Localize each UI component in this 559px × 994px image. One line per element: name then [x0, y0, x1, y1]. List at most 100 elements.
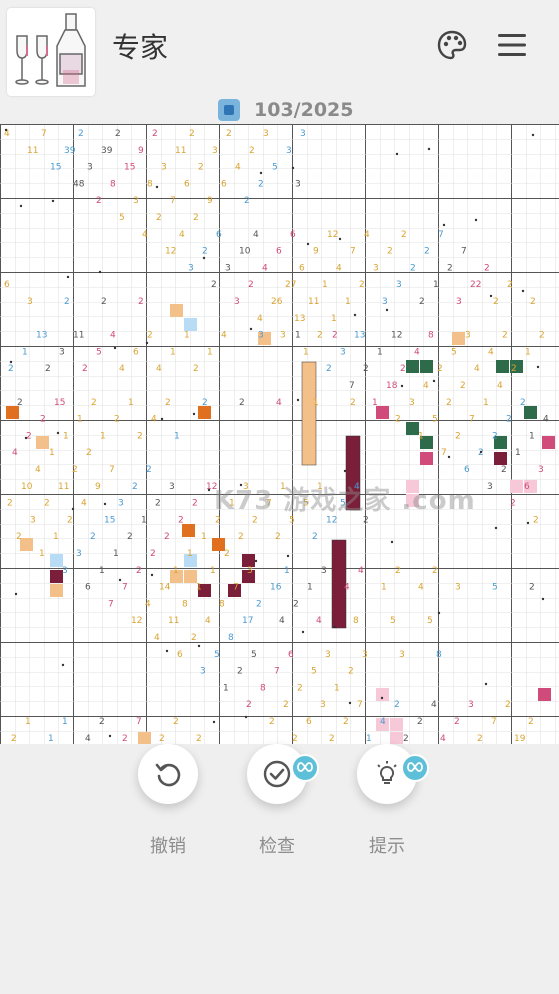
undo-button[interactable]	[138, 744, 198, 804]
clue-number: 2	[432, 566, 438, 576]
clue-number: 4	[344, 583, 350, 593]
clue-number: 9	[138, 146, 144, 156]
filled-cell	[182, 524, 195, 537]
cross-marker	[103, 502, 107, 506]
clue-number: 2	[178, 515, 184, 525]
clue-number: 2	[401, 230, 407, 240]
clue-number: 2	[152, 129, 158, 139]
clue-number: 3	[487, 482, 493, 492]
clue-number: 4	[253, 230, 259, 240]
clue-number: 4	[81, 499, 87, 509]
clue-number: 2	[275, 532, 281, 542]
page-title: 专家	[112, 31, 169, 64]
clue-number: 2	[269, 717, 275, 727]
puzzle-thumbnail[interactable]	[7, 8, 95, 96]
clue-number: 2	[136, 566, 142, 576]
clue-number: 2	[78, 129, 84, 139]
clue-number: 2	[132, 482, 138, 492]
clue-number: 2	[155, 499, 161, 509]
clue-number: 2	[239, 398, 245, 408]
filled-cell	[406, 494, 419, 507]
cross-marker	[296, 398, 300, 402]
clue-number: 5	[451, 347, 457, 357]
clue-number: 11	[175, 146, 186, 156]
filled-cell	[170, 304, 183, 317]
clue-number: 5	[303, 499, 309, 509]
clue-number: 3	[409, 398, 415, 408]
clue-number: 1	[39, 549, 45, 559]
clue-number: 2	[7, 499, 13, 509]
clue-number: 5	[427, 616, 433, 626]
cross-marker	[385, 308, 389, 312]
clue-number: 2	[293, 599, 299, 609]
cross-marker	[380, 696, 384, 700]
filled-cell	[538, 688, 551, 701]
clue-number: 6	[85, 583, 91, 593]
clue-number: 4	[316, 616, 322, 626]
clue-number: 8	[353, 616, 359, 626]
clue-number: 4	[364, 230, 370, 240]
clue-number: 2	[122, 734, 128, 744]
clue-number: 2	[72, 465, 78, 475]
filled-cell	[170, 570, 183, 583]
clue-number: 2	[502, 331, 508, 341]
clue-number: 2	[493, 297, 499, 307]
clue-number: 2	[283, 700, 289, 710]
clue-number: 2	[417, 717, 423, 727]
cross-marker	[333, 625, 337, 629]
clue-number: 2	[147, 331, 153, 341]
cross-marker	[192, 412, 196, 416]
clue-number: 8	[260, 683, 266, 693]
clue-number: 2	[193, 364, 199, 374]
menu-icon[interactable]	[497, 32, 527, 58]
cross-marker	[244, 715, 248, 719]
filled-run-bar	[345, 435, 361, 511]
clue-number: 48	[73, 179, 85, 189]
nonogram-board[interactable]: 4 7 2 2 2 2 2 3 3 11 39 39 9 11 3 2 3 15 3 15 3 2 4 5 48 8 8 6 6 2 3 2 3…	[0, 124, 559, 744]
clue-number: 2	[164, 532, 170, 542]
check-button[interactable]	[247, 744, 307, 804]
filled-cell	[376, 688, 389, 701]
clue-number: 2	[192, 499, 198, 509]
filled-cell	[494, 452, 507, 465]
clue-number: 2	[237, 667, 243, 677]
clue-number: 4	[440, 734, 446, 744]
cross-marker	[207, 488, 211, 492]
clue-number: 1	[418, 431, 424, 441]
cross-marker	[202, 256, 206, 260]
cross-marker	[66, 275, 70, 279]
clue-number: 4	[474, 364, 480, 374]
board-grid[interactable]: 4 7 2 2 2 2 2 3 311 39 39 9 11 3 2 315 3 15 3 2 4 548 8 8 6 6 2 32 3…	[0, 124, 559, 744]
clue-number: 2	[332, 331, 338, 341]
palette-icon[interactable]	[437, 30, 467, 60]
cross-marker	[145, 341, 149, 345]
clue-number: 3	[59, 347, 65, 357]
clue-number: 4	[179, 230, 185, 240]
cross-marker	[24, 436, 28, 440]
cross-marker	[4, 128, 8, 132]
clue-number: 2	[224, 549, 230, 559]
filled-cell	[50, 584, 63, 597]
clue-number: 1	[303, 347, 309, 357]
cross-marker	[353, 313, 357, 317]
clue-number: 1	[284, 566, 290, 576]
undo-label: 撤销	[150, 836, 186, 857]
clue-number: 1	[295, 331, 301, 341]
clue-number: 12	[165, 247, 176, 257]
clue-number: 1	[331, 314, 337, 324]
clue-number: 9	[207, 196, 213, 206]
filled-cell	[390, 718, 403, 731]
clue-number: 3	[320, 700, 326, 710]
cross-marker	[56, 431, 60, 435]
clue-number: 6	[133, 347, 139, 357]
clue-number: 2	[99, 717, 105, 727]
cross-marker	[541, 597, 545, 601]
filled-cell	[242, 570, 255, 583]
filled-cell	[420, 360, 433, 373]
clue-number: 2	[40, 415, 46, 425]
clue-number: 4	[221, 331, 227, 341]
clue-number: 1	[207, 347, 213, 357]
clue-number: 1	[201, 532, 207, 542]
clue-number: 8	[436, 650, 442, 660]
clue-number: 1	[483, 398, 489, 408]
